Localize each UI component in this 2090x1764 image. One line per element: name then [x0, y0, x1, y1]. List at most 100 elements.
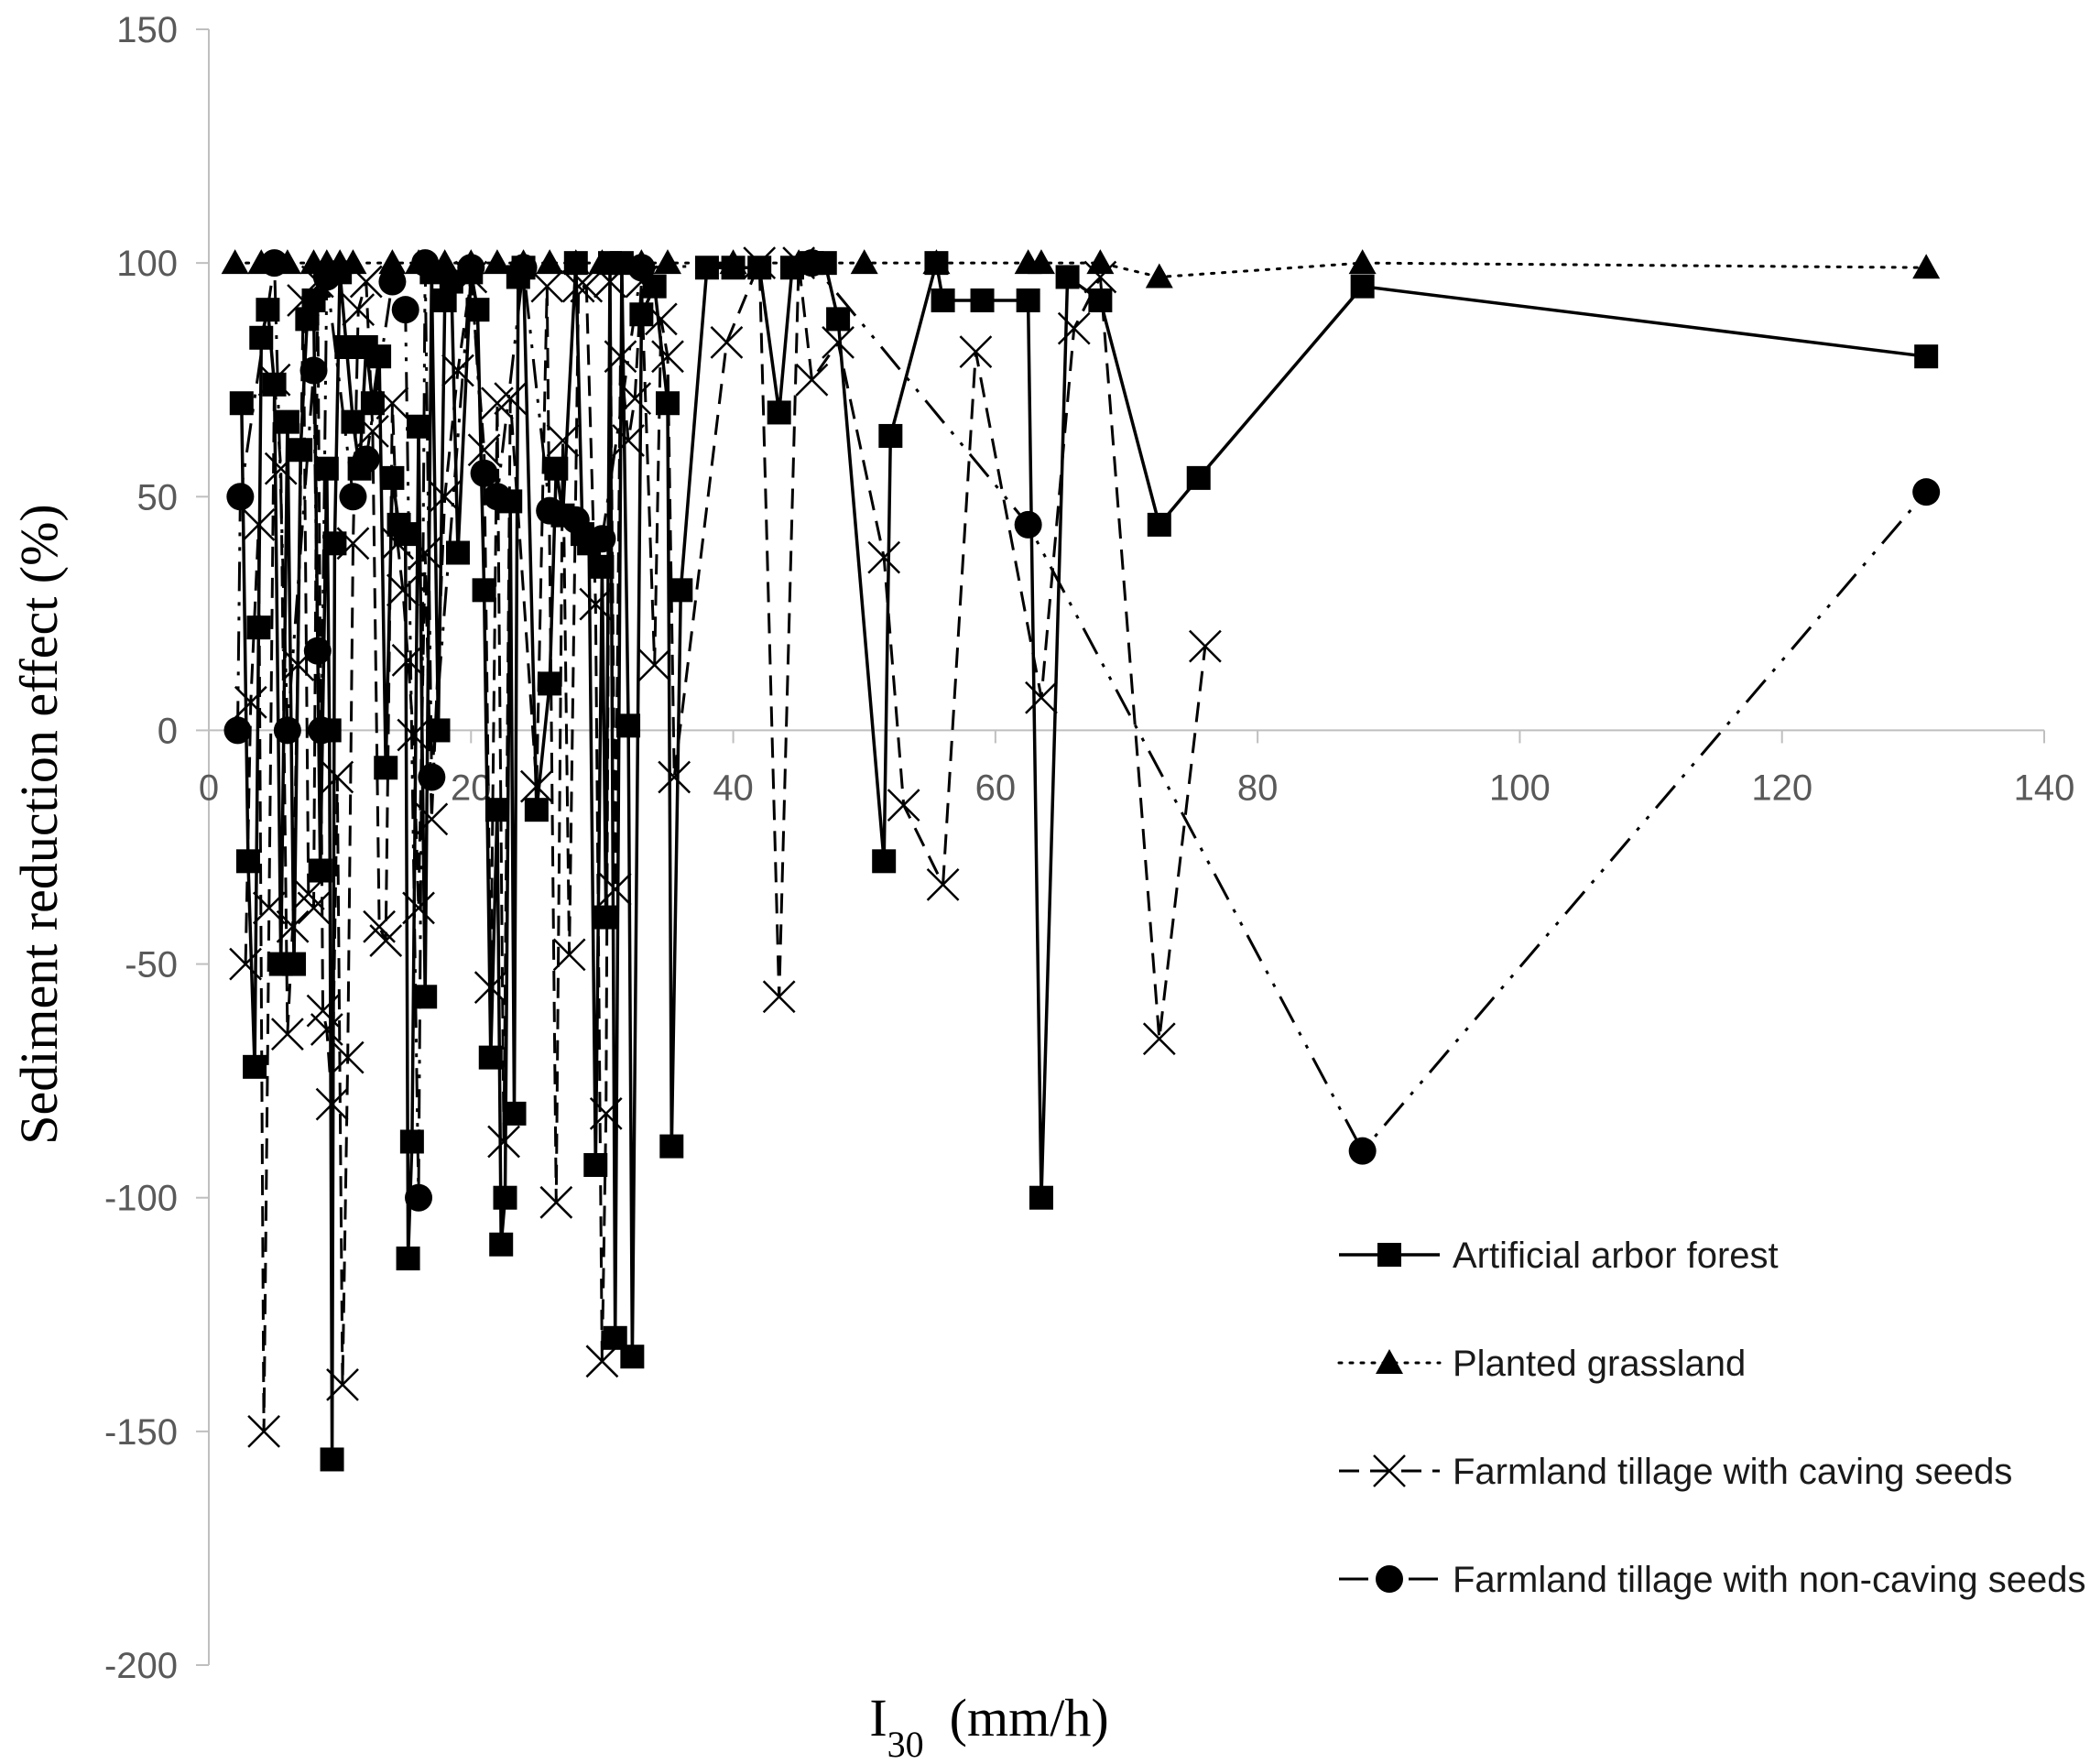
series-3-point-x-marker: [276, 909, 310, 943]
series-3-point-x-marker: [402, 891, 435, 925]
y-tick-label: -100: [104, 1179, 178, 1219]
legend-label: Farmland tillage with caving seeds: [1453, 1452, 2012, 1492]
series-1-point-square-marker: [367, 344, 392, 369]
series-3-point-x-marker: [252, 891, 286, 925]
series-1-point-square-marker: [878, 423, 903, 448]
series-3-point-x-marker: [589, 1096, 623, 1130]
series-3-point-x-marker: [321, 760, 354, 794]
series-1-point-square-marker: [229, 391, 254, 416]
legend-x-marker: [1373, 1454, 1406, 1487]
series-1-point-square-marker: [931, 288, 955, 312]
x-axis-title: I30 (mm/h): [869, 1688, 1108, 1764]
series-1-point-square-marker: [465, 298, 490, 322]
y-axis-title: Sediment reduction effect (%): [9, 504, 69, 1144]
x-tick-label: 120: [1751, 768, 1812, 808]
series-3-point-x-marker: [271, 1018, 304, 1051]
series-4-point-circle-marker: [308, 716, 336, 745]
series-1-point-square-marker: [493, 1185, 517, 1210]
series-1: [229, 251, 1939, 1472]
series-4-point-circle-marker: [352, 445, 380, 474]
series-4-point-circle-marker: [1348, 1137, 1377, 1165]
series-1-point-square-marker: [322, 531, 347, 556]
series-3-point-x-marker: [247, 1414, 281, 1448]
series-3-point-x-marker: [474, 971, 507, 1004]
series-3-point-x-marker: [467, 433, 501, 467]
series-3-point-x-marker: [306, 994, 340, 1028]
series-3-point-x-marker: [530, 269, 564, 303]
series-3-point-x-marker: [369, 924, 403, 957]
series-4-point-circle-marker: [391, 296, 419, 324]
axes: 150 100 50 0 -50 -100 -150 -200 0 20 40 60 80 100 120 1…: [104, 10, 2074, 1686]
series-4-point-circle-marker: [418, 763, 446, 791]
series-1-point-square-marker: [694, 256, 719, 280]
series-2-point-triangle-marker: [1348, 249, 1377, 275]
series-1-point-square-marker: [616, 713, 641, 738]
series-3-point-x-marker: [310, 1013, 343, 1046]
x-axis-title-sub: 30: [887, 1724, 924, 1764]
series-4: [223, 249, 1941, 1212]
series-4-point-circle-marker: [223, 716, 252, 745]
y-tick-label: 100: [116, 244, 178, 284]
series-3-point-x-marker: [234, 685, 267, 719]
series-3-point-x-marker: [336, 527, 370, 561]
series-3-point-x-marker: [546, 424, 580, 457]
series-3-point-x-marker: [356, 414, 389, 448]
series-1-point-square-marker: [396, 1247, 420, 1271]
series-4-point-circle-marker: [405, 1183, 433, 1212]
series-3-point-x-marker: [1057, 311, 1091, 345]
x-tick-label: 140: [2014, 768, 2075, 808]
series-1-point-square-marker: [1350, 274, 1375, 299]
series-2-point-triangle-marker: [1086, 249, 1115, 275]
series-3-point-x-marker: [264, 452, 298, 485]
series-3-point-x-marker: [287, 284, 320, 317]
series-3-point-x-marker: [391, 644, 425, 677]
series-3-point-x-marker: [822, 326, 855, 359]
series-4-point-circle-marker: [561, 506, 590, 534]
series-2-point-triangle-marker: [1027, 249, 1055, 275]
series-3-point-x-marker: [795, 363, 829, 397]
series-1-point-square-marker: [407, 414, 431, 439]
series-1-point-square-marker: [1016, 288, 1040, 312]
series-1-point-square-marker: [308, 858, 332, 883]
series-4-point-circle-marker: [588, 525, 616, 553]
series-1-point-square-marker: [826, 307, 851, 332]
series-2-point-triangle-marker: [1912, 254, 1941, 279]
series-4-point-circle-marker: [339, 483, 367, 511]
series-4-point-circle-marker: [1014, 510, 1042, 539]
series-1-point-square-marker: [767, 400, 791, 425]
series-2-point-triangle-marker: [483, 249, 511, 275]
y-tick-label: 150: [116, 10, 178, 50]
series-3-point-x-marker: [257, 363, 291, 397]
series-3-point-x-marker: [598, 873, 632, 906]
x-tick-label: 100: [1489, 768, 1551, 808]
series-4-point-circle-marker: [509, 254, 538, 282]
legend-entry-4: Farmland tillage with non-caving seeds: [1339, 1560, 2085, 1600]
x-axis-title-main: I: [869, 1688, 887, 1748]
x-axis-title-unit: (mm/h): [950, 1688, 1109, 1748]
series-3-point-x-marker: [604, 340, 637, 374]
x-tick-label: 0: [199, 768, 219, 808]
series-3-point-x-marker: [926, 867, 960, 901]
series-3-point-x-marker: [637, 648, 671, 681]
series-3-point-x-marker: [481, 387, 514, 420]
series-3-point-x-marker: [342, 293, 376, 327]
series-1-point-square-marker: [1055, 265, 1080, 289]
series-3-point-x-marker: [762, 980, 796, 1014]
series-3-point-x-marker: [315, 1087, 349, 1121]
series-2-point-triangle-marker: [339, 249, 367, 275]
y-tick-label: -50: [125, 945, 178, 985]
legend-label: Artificial arbor forest: [1453, 1236, 1779, 1276]
series-3-point-x-marker: [349, 265, 383, 299]
series-2-point-triangle-marker: [378, 249, 407, 275]
series-4-point-circle-marker: [273, 716, 301, 745]
series-3-point-x-marker: [710, 326, 744, 359]
series-3-point-x-marker: [658, 760, 691, 794]
series-1-line: [240, 261, 1927, 1462]
series-1-point-square-marker: [583, 1152, 608, 1177]
series-4-point-circle-marker: [798, 249, 826, 278]
series-1-point-square-marker: [399, 1129, 424, 1154]
series-1-point-square-marker: [970, 288, 995, 312]
legend-triangle-marker: [1376, 1349, 1403, 1374]
series-3-point-x-marker: [867, 540, 901, 574]
series-4-point-circle-marker: [627, 254, 656, 282]
